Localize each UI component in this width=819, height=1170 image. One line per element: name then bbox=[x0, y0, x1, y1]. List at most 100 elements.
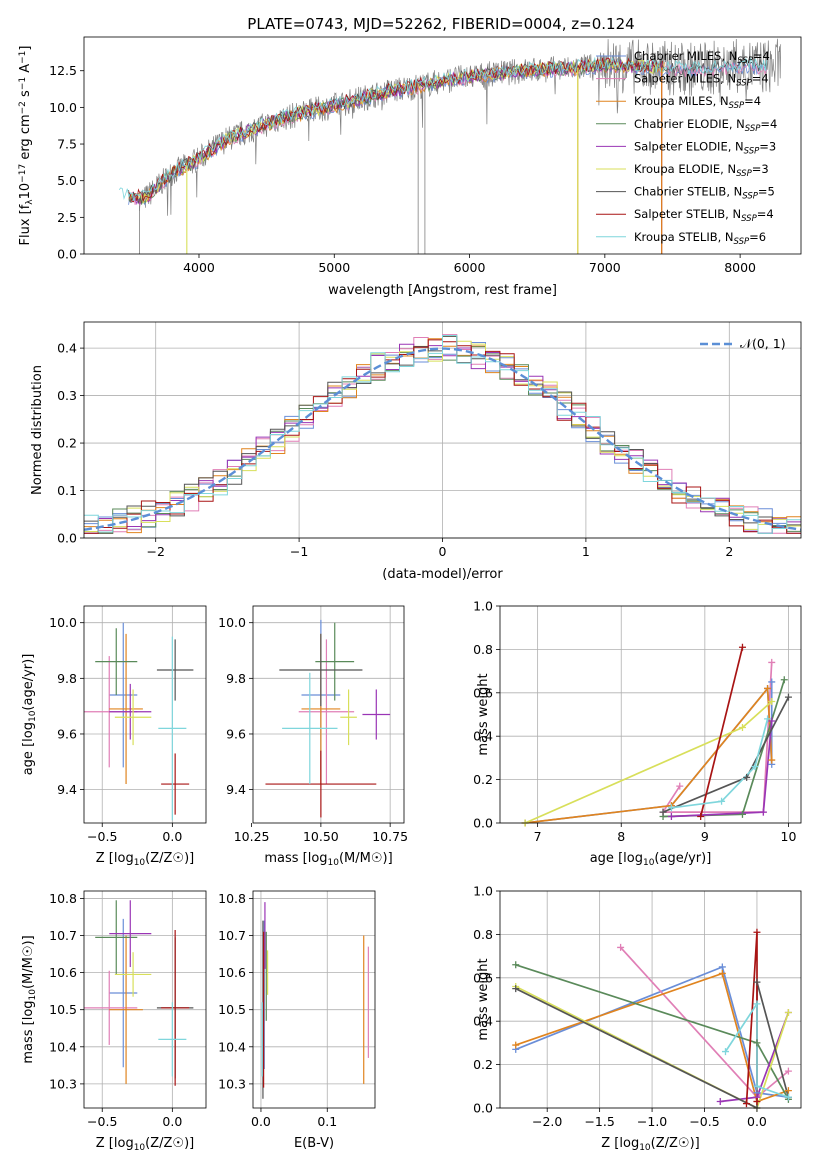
residual-histogram-frame bbox=[83, 321, 802, 539]
age-vs-mass-xlabel: mass [log10(M/M☉)] bbox=[264, 851, 392, 868]
weight-marker bbox=[716, 1097, 724, 1105]
residual-histogram-plot-area bbox=[84, 334, 801, 534]
x-tick-label: 0.0 bbox=[251, 1114, 271, 1129]
weight-marker bbox=[743, 773, 751, 781]
x-tick-label: 10.25 bbox=[234, 829, 270, 844]
weight-marker bbox=[784, 1067, 792, 1075]
weight-marker bbox=[753, 1000, 761, 1008]
y-tick-label: 10.3 bbox=[49, 1076, 77, 1091]
legend-entry: Chabrier STELIB, NSSP=5 bbox=[634, 185, 775, 202]
y-tick-label: 9.6 bbox=[226, 726, 246, 741]
spectrum-xlabel: wavelength [Angstrom, rest frame] bbox=[328, 283, 557, 298]
massweight-vs-age-ylabel: mass weight bbox=[476, 673, 491, 755]
mass-vs-Z-plot-area bbox=[84, 900, 194, 1086]
weight-marker bbox=[721, 1048, 729, 1056]
x-tick-label: 8 bbox=[617, 829, 625, 844]
y-tick-label: 1.0 bbox=[473, 599, 493, 614]
weight-marker bbox=[784, 1093, 792, 1101]
age-vs-Z-panel: −0.5 0.0 9.4 9.6 9.8 10.0 Z [log10(Z/Z☉)] age [… bbox=[21, 605, 207, 868]
weight-series bbox=[671, 718, 769, 809]
y-tick-label: 10.0 bbox=[49, 615, 77, 630]
age-vs-Z-frame bbox=[83, 605, 207, 824]
weight-marker bbox=[738, 810, 746, 818]
massweight-vs-age-xlabel: age [log10(age/yr)] bbox=[590, 851, 712, 868]
x-tick-label: 1 bbox=[582, 544, 590, 559]
y-tick-label: 0.2 bbox=[473, 1057, 493, 1072]
model-spectrum bbox=[128, 57, 664, 203]
legend-entry: Kroupa ELODIE, NSSP=3 bbox=[634, 162, 769, 179]
y-tick-label: 10.0 bbox=[218, 615, 246, 630]
y-tick-label: 9.6 bbox=[57, 726, 77, 741]
x-tick-label: 0.1 bbox=[317, 1114, 337, 1129]
y-tick-label: 10.4 bbox=[49, 1039, 77, 1054]
y-tick-label: 10.0 bbox=[49, 100, 77, 115]
x-tick-label: 10 bbox=[781, 829, 797, 844]
weight-marker bbox=[768, 678, 776, 686]
weight-series bbox=[524, 686, 773, 823]
y-tick-label: 0.8 bbox=[473, 642, 493, 657]
x-tick-label: −1.5 bbox=[584, 1114, 614, 1129]
legend-entry: Chabrier ELODIE, NSSP=4 bbox=[634, 117, 777, 134]
x-tick-label: 10.50 bbox=[303, 829, 339, 844]
weight-series bbox=[524, 700, 773, 823]
x-tick-label: 8000 bbox=[724, 260, 756, 275]
y-tick-label: 0.1 bbox=[57, 483, 77, 498]
observed-spectrum bbox=[139, 38, 782, 216]
massweight-vs-age-panel: 7 8 9 10 0.0 0.2 0.4 0.6 0.8 1.0 age [log10(age/yr… bbox=[473, 599, 802, 868]
weight-marker bbox=[753, 1082, 761, 1090]
weight-marker bbox=[764, 684, 772, 692]
y-tick-label: 0.6 bbox=[473, 685, 493, 700]
spectrum-panel: 4000 5000 6000 7000 8000 0.0 2.5 5.0 7.5 10.0 12.5… bbox=[18, 36, 802, 298]
spectrum-ylabel: Flux [fλ10−17 erg cm−2 s−1 A−1] bbox=[18, 46, 35, 246]
legend-entry: Salpeter MILES, NSSP=4 bbox=[634, 72, 769, 89]
normal-curve bbox=[84, 347, 801, 531]
histogram-series bbox=[84, 334, 801, 534]
weight-marker bbox=[742, 1100, 750, 1108]
weight-marker bbox=[784, 1087, 792, 1095]
weight-marker bbox=[764, 715, 772, 723]
y-tick-label: 0.4 bbox=[57, 341, 77, 356]
y-tick-label: 0.2 bbox=[57, 436, 77, 451]
mass-vs-EBV-plot-area bbox=[261, 902, 369, 1099]
weight-marker bbox=[784, 693, 792, 701]
y-tick-label: 10.5 bbox=[49, 1002, 77, 1017]
legend-entry: Salpeter ELODIE, NSSP=3 bbox=[634, 139, 776, 156]
y-tick-label: 0.6 bbox=[473, 970, 493, 985]
y-tick-label: 10.3 bbox=[218, 1076, 246, 1091]
y-tick-label: 10.7 bbox=[218, 928, 246, 943]
histogram-series bbox=[84, 335, 801, 534]
x-tick-label: −0.5 bbox=[689, 1114, 719, 1129]
weight-marker bbox=[512, 1041, 520, 1049]
x-tick-label: 2 bbox=[725, 544, 733, 559]
weight-marker bbox=[718, 969, 726, 977]
x-tick-label: 5000 bbox=[318, 260, 350, 275]
y-tick-label: 0.0 bbox=[57, 247, 77, 262]
y-tick-label: 7.5 bbox=[57, 137, 77, 152]
weight-marker bbox=[512, 985, 520, 993]
x-tick-label: 0.0 bbox=[747, 1114, 767, 1129]
y-tick-label: 12.5 bbox=[49, 63, 77, 78]
legend-entry: Chabrier MILES, NSSP=4 bbox=[634, 49, 770, 66]
mass-vs-Z-frame bbox=[83, 890, 207, 1109]
spectrum-frame bbox=[83, 36, 802, 255]
age-vs-mass-panel: 10.25 10.50 10.75 9.4 9.6 9.8 10.0 mass [log10(… bbox=[218, 605, 408, 868]
x-tick-label: 0 bbox=[439, 544, 447, 559]
weight-marker bbox=[659, 808, 667, 816]
spectrum-legend: Chabrier MILES, NSSP=4 Salpeter MILES, NS… bbox=[596, 49, 777, 247]
figure-title: PLATE=0743, MJD=52262, FIBERID=0004, z=0… bbox=[247, 15, 634, 33]
weight-marker bbox=[784, 1009, 792, 1017]
y-tick-label: 9.4 bbox=[226, 782, 246, 797]
x-tick-label: 0.0 bbox=[162, 1114, 182, 1129]
weight-marker bbox=[751, 763, 759, 771]
mass-vs-EBV-frame bbox=[252, 890, 376, 1109]
massweight-vs-Z-panel: −2.0 −1.5 −1.0 −0.5 0.0 0.0 0.2 0.4 0.6 0.8 1.0 Z [… bbox=[473, 884, 802, 1153]
x-tick-label: −2 bbox=[146, 544, 164, 559]
x-tick-label: 7000 bbox=[589, 260, 621, 275]
weight-marker bbox=[667, 812, 675, 820]
y-tick-label: 10.8 bbox=[49, 891, 77, 906]
massweight-vs-Z-xlabel: Z [log10(Z/Z☉)] bbox=[601, 1136, 699, 1153]
y-tick-label: 5.0 bbox=[57, 173, 77, 188]
massweight-vs-age-frame bbox=[499, 605, 802, 824]
weight-marker bbox=[768, 756, 776, 764]
